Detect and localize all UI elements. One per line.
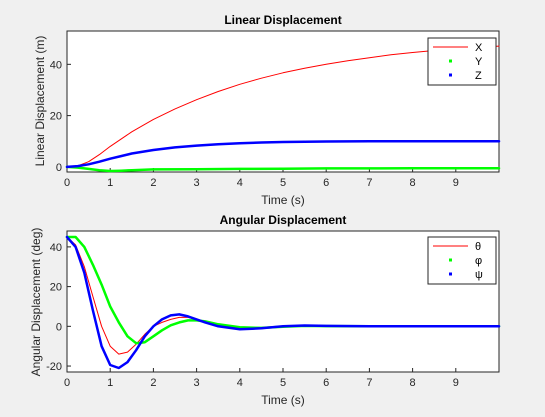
legend-label: φ [475, 255, 482, 267]
linear-displacement-plot: Linear Displacement Time (s) Linear Disp… [33, 13, 501, 207]
y-tick-label: 20 [50, 282, 62, 294]
legend-box [427, 236, 497, 285]
legend-label: ψ [475, 269, 483, 281]
plot-title: Linear Displacement [224, 13, 341, 27]
x-tick-label: 3 [194, 377, 200, 389]
x-tick-label: 8 [410, 377, 416, 389]
angular-displacement-plot: Angular Displacement Time (s) Angular Di… [29, 213, 501, 407]
x-tick-label: 9 [453, 177, 459, 189]
x-tick-label: 6 [323, 177, 329, 189]
y-axis-label: Angular Displacement (deg) [29, 228, 43, 377]
x-tick-label: 0 [64, 177, 70, 189]
x-tick-label: 5 [280, 377, 286, 389]
legend-swatch [449, 59, 452, 63]
x-tick-label: 3 [194, 177, 200, 189]
y-tick-label: -20 [46, 361, 62, 373]
legend-swatch [449, 258, 452, 262]
x-axis-label: Time (s) [261, 393, 305, 407]
x-tick-label: 1 [107, 377, 113, 389]
plot-area [66, 30, 500, 173]
series-lines [65, 235, 501, 370]
x-tick-label: 9 [453, 377, 459, 389]
series-line-2 [65, 235, 501, 370]
legend-label: X [475, 42, 483, 54]
legend-label: Z [475, 70, 482, 82]
legend-swatch [449, 73, 452, 77]
y-axis-label: Linear Displacement (m) [33, 36, 47, 167]
x-tick-label: 6 [323, 377, 329, 389]
legend: XYZ [427, 37, 497, 86]
plot-area [66, 230, 500, 373]
series-line-0 [66, 45, 500, 168]
x-tick-label: 8 [410, 177, 416, 189]
x-tick-label: 4 [237, 377, 243, 389]
y-tick-label: 40 [50, 242, 62, 254]
x-tick-label: 0 [64, 377, 70, 389]
series-line-1 [65, 165, 501, 173]
y-tick-label: 40 [50, 59, 62, 71]
x-tick-label: 5 [280, 177, 286, 189]
series-line-2 [65, 139, 501, 169]
series-lines [65, 45, 501, 173]
axis-ticks: 0 1 2 3 4 5 6 7 8 9 0 20 40 [50, 59, 459, 189]
x-tick-label: 2 [150, 377, 156, 389]
x-tick-label: 2 [150, 177, 156, 189]
x-axis-label: Time (s) [261, 193, 305, 207]
y-tick-label: 0 [56, 162, 62, 174]
plot-title: Angular Displacement [220, 213, 347, 227]
x-tick-label: 7 [366, 177, 372, 189]
legend: θφψ [427, 236, 497, 285]
legend-swatch [449, 272, 452, 276]
y-tick-label: 0 [56, 321, 62, 333]
legend-label: Y [475, 56, 483, 68]
legend-label: θ [475, 241, 481, 253]
legend-box [427, 37, 497, 86]
x-tick-label: 4 [237, 177, 243, 189]
x-tick-label: 7 [366, 377, 372, 389]
x-tick-label: 1 [107, 177, 113, 189]
y-tick-label: 20 [50, 111, 62, 123]
